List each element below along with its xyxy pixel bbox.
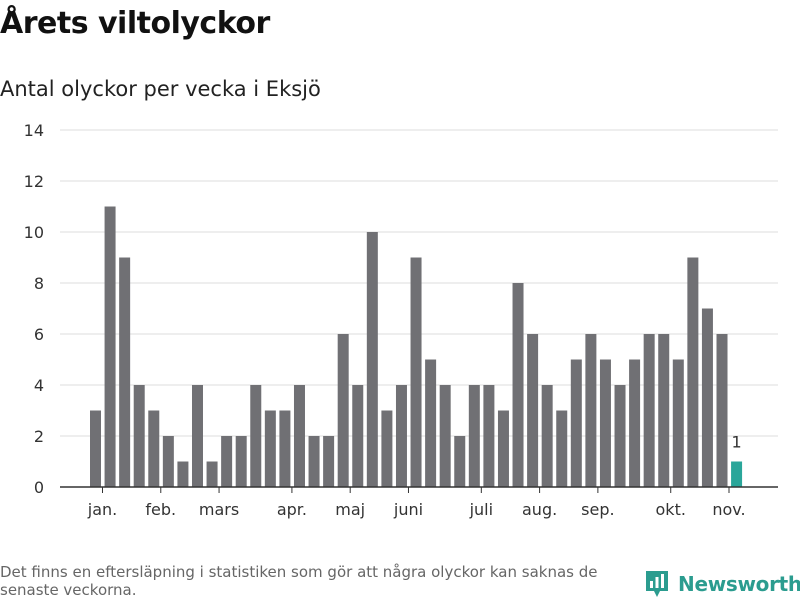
x-tick-label: juni <box>393 500 423 519</box>
bar <box>439 385 451 487</box>
chart-subtitle: Antal olyckor per vecka i Eksjö <box>0 77 321 101</box>
bar <box>527 334 539 487</box>
y-tick-label: 14 <box>24 121 44 140</box>
y-tick-label: 2 <box>34 427 44 446</box>
x-tick-label: apr. <box>277 500 307 519</box>
x-tick-label: juli <box>469 500 493 519</box>
bar <box>133 385 145 487</box>
y-tick-label: 12 <box>24 172 44 191</box>
bar <box>541 385 553 487</box>
x-tick-label: aug. <box>522 500 557 519</box>
bar <box>585 334 597 487</box>
y-tick-label: 8 <box>34 274 44 293</box>
bar <box>395 385 407 487</box>
bar <box>264 410 276 487</box>
x-tick-label: maj <box>335 500 365 519</box>
bar <box>701 308 713 487</box>
bar-highlight <box>731 461 743 487</box>
bar <box>425 359 437 487</box>
bar <box>352 385 364 487</box>
newsworthy-logo-icon <box>646 571 668 597</box>
x-tick-label: nov. <box>712 500 745 519</box>
bar <box>672 359 684 487</box>
bar <box>90 410 101 487</box>
bar <box>454 436 466 487</box>
bar <box>177 461 189 487</box>
y-tick-label: 4 <box>34 376 44 395</box>
bar <box>658 334 670 487</box>
chart-title: Årets viltolyckor <box>0 6 270 41</box>
bar <box>570 359 582 487</box>
bar <box>337 334 349 487</box>
bar <box>221 436 233 487</box>
brand: Newsworthy <box>644 568 800 600</box>
bar <box>119 257 131 487</box>
bar <box>279 410 291 487</box>
bar <box>687 257 699 487</box>
bar <box>497 410 509 487</box>
data-label: 1 <box>731 433 741 452</box>
bar <box>250 385 262 487</box>
x-tick-label: jan. <box>87 500 117 519</box>
bar <box>104 206 116 487</box>
footnote: Det finns en eftersläpning i statistiken… <box>0 563 598 599</box>
bar <box>512 283 524 487</box>
y-tick-label: 10 <box>24 223 44 242</box>
x-tick-label: feb. <box>145 500 176 519</box>
y-tick-label: 0 <box>34 478 44 497</box>
bar <box>148 410 160 487</box>
bar-chart: 0 2 4 6 8 10 12 14 1 jan. feb. mars apr. maj juni juli a… <box>24 121 778 519</box>
bar <box>191 385 203 487</box>
bar <box>614 385 626 487</box>
bar <box>308 436 320 487</box>
x-tick-label: okt. <box>656 500 686 519</box>
bar <box>643 334 655 487</box>
bar <box>381 410 393 487</box>
bar <box>599 359 611 487</box>
bar <box>483 385 495 487</box>
bar <box>410 257 422 487</box>
bar <box>162 436 174 487</box>
bar <box>366 232 378 487</box>
bar <box>206 461 218 487</box>
bar <box>293 385 305 487</box>
bar <box>323 436 335 487</box>
bar <box>235 436 247 487</box>
bar <box>468 385 480 487</box>
y-tick-label: 6 <box>34 325 44 344</box>
x-tick-label: mars <box>199 500 239 519</box>
bar <box>716 334 728 487</box>
brand-name: Newsworthy <box>678 572 800 596</box>
bar <box>556 410 568 487</box>
bar <box>629 359 641 487</box>
x-tick-label: sep. <box>581 500 614 519</box>
